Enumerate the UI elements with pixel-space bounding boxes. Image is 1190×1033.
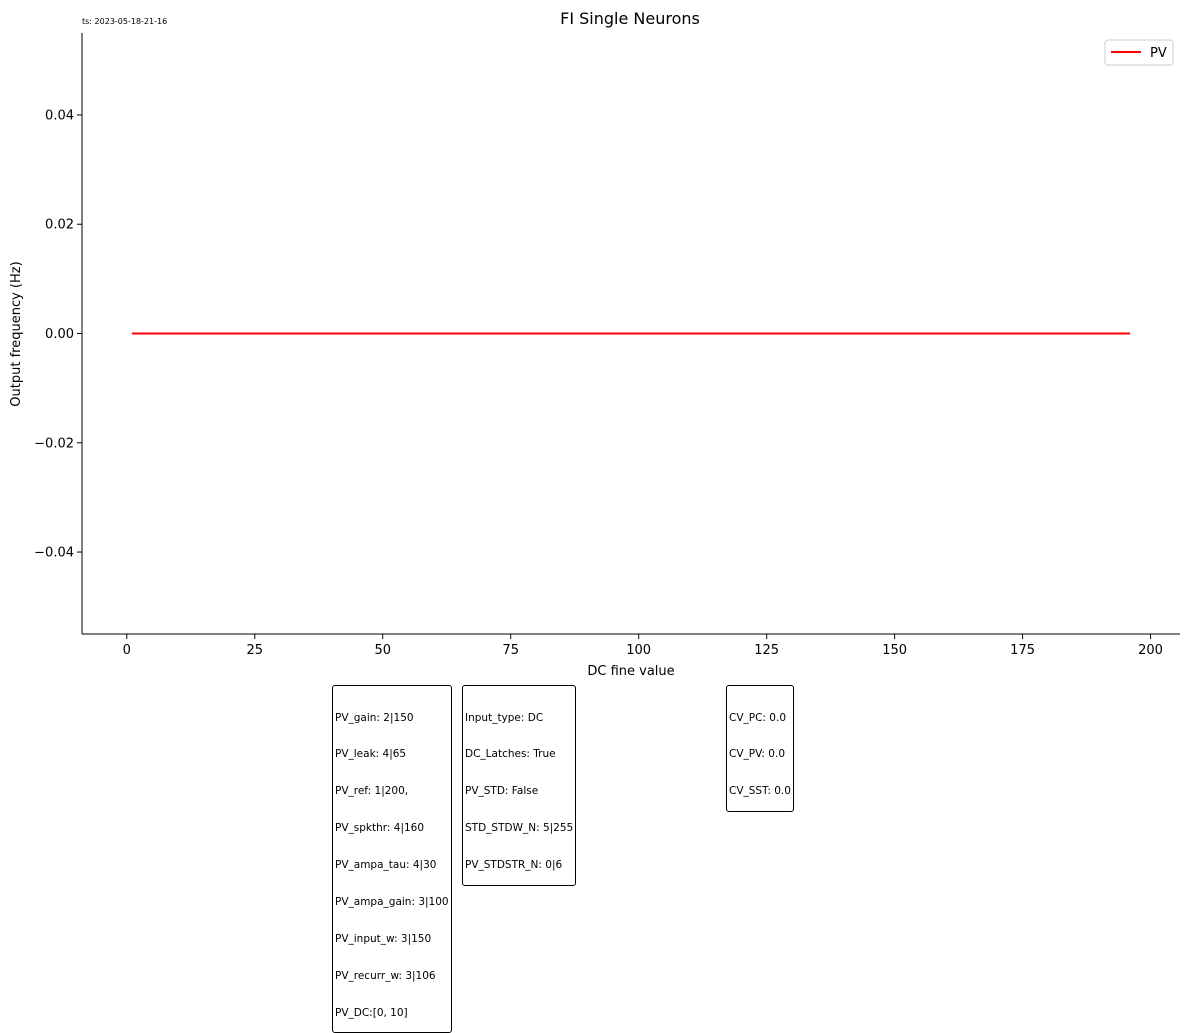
param-line: PV_STDSTR_N: 0|6 [465,859,563,872]
y-tick-label: 0.04 [45,108,74,123]
param-line: CV_PV: 0.0 [729,748,785,761]
y-tick-label: 0.00 [45,327,74,342]
x-tick-label: 0 [123,643,131,658]
param-line: DC_Latches: True [465,748,556,761]
param-line: CV_PC: 0.0 [729,711,787,724]
param-box-input: Input_type: DC DC_Latches: True PV_STD: … [462,685,577,886]
x-tick-label: 50 [374,643,391,658]
legend: PV [1104,39,1174,66]
chart-title: FI Single Neurons [560,9,700,28]
x-tick-label: 200 [1138,643,1163,658]
y-tick-label: 0.02 [45,218,74,233]
timestamp: ts: 2023-05-18-21-16 [82,17,167,26]
y-tick-label: −0.04 [34,546,74,561]
x-ticks: 0 25 50 75 100 125 150 175 200 [123,634,1163,658]
x-tick-label: 25 [246,643,263,658]
x-tick-label: 100 [626,643,651,658]
y-axis-title: Output frequency (Hz) [9,261,24,406]
x-axis-title: DC fine value [587,664,674,679]
y-ticks: −0.04 −0.02 0.00 0.02 0.04 [34,108,82,561]
fi-chart: ts: 2023-05-18-21-16 FI Single Neurons 0… [9,9,1180,679]
x-tick-label: 75 [502,643,519,658]
param-line: PV_DC:[0, 10] [335,1006,408,1019]
param-line: PV_ampa_tau: 4|30 [335,859,437,872]
param-line: PV_leak: 4|65 [335,748,407,761]
param-line: PV_gain: 2|150 [335,711,414,724]
param-line: PV_spkthr: 4|160 [335,822,425,835]
x-tick-label: 125 [754,643,779,658]
param-line: PV_STD: False [465,785,539,798]
y-tick-label: −0.02 [34,436,74,451]
param-box-cv: CV_PC: 0.0 CV_PV: 0.0 CV_SST: 0.0 [726,685,794,812]
x-tick-label: 150 [882,643,907,658]
param-line: CV_SST: 0.0 [729,785,791,798]
param-line: PV_ampa_gain: 3|100 [335,896,449,909]
param-line: PV_recurr_w: 3|106 [335,969,436,982]
param-box-neuron: PV_gain: 2|150 PV_leak: 4|65 PV_ref: 1|2… [332,685,452,1033]
param-line: PV_ref: 1|200, [335,785,409,798]
param-line: STD_STDW_N: 5|255 [465,822,574,835]
param-line: PV_input_w: 3|150 [335,932,432,945]
param-line: Input_type: DC [465,711,544,724]
legend-label-pv: PV [1150,46,1167,61]
x-tick-label: 175 [1010,643,1035,658]
